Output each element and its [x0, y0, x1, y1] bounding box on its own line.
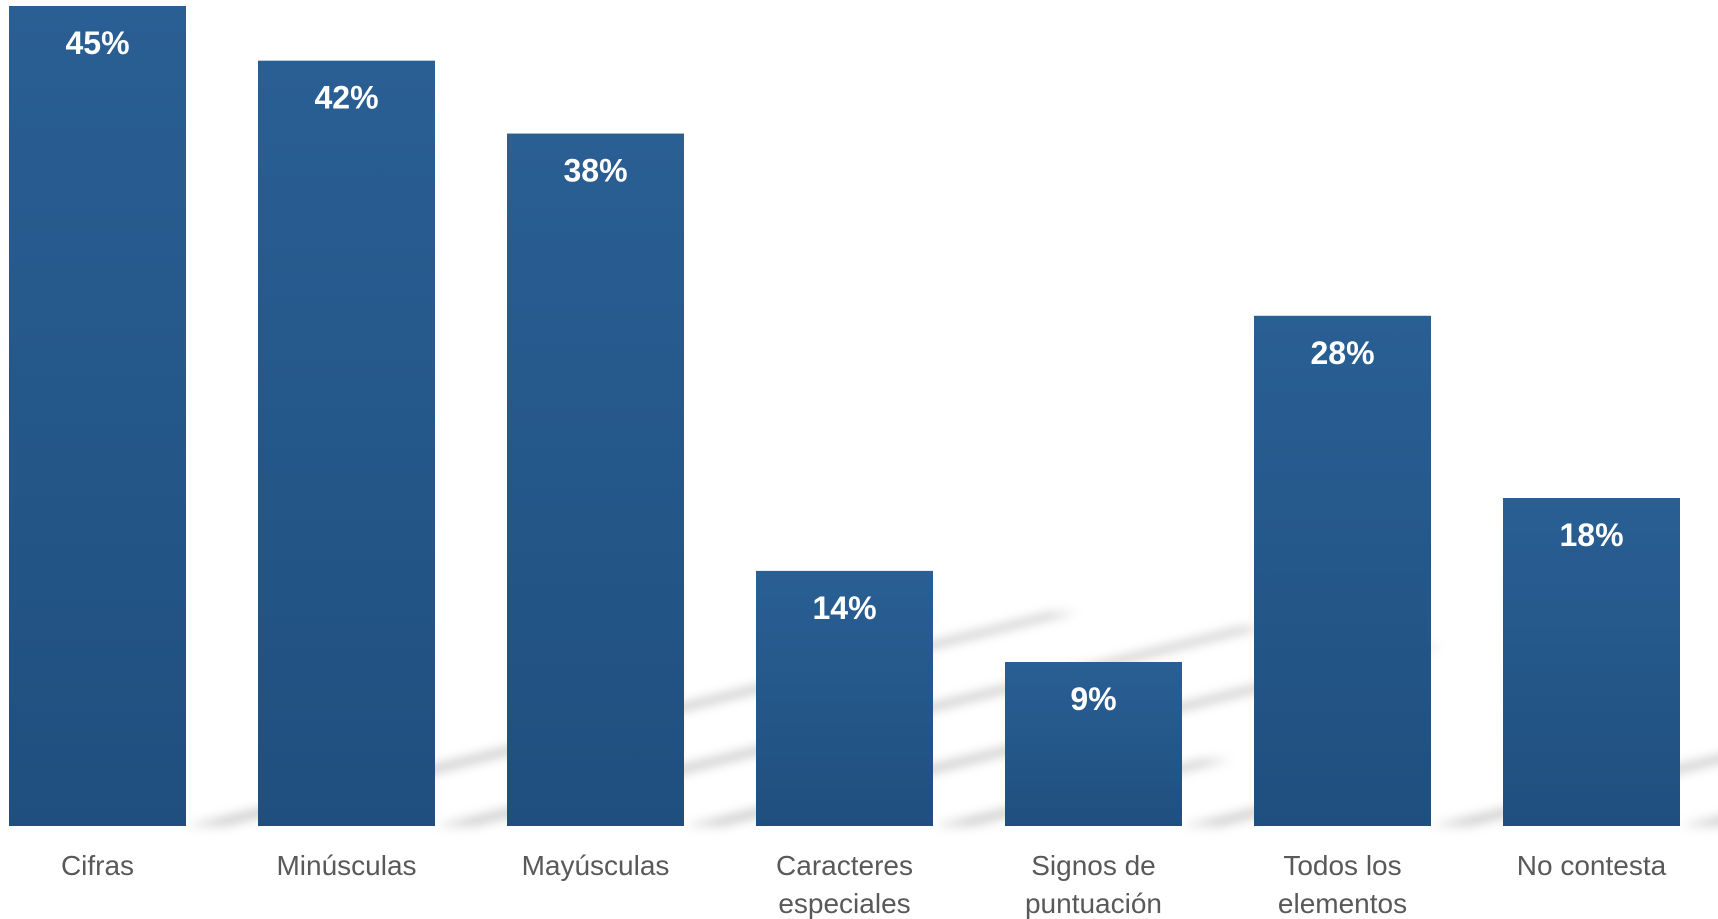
category-label: No contesta [1517, 850, 1667, 881]
category-label-line: puntuación [1025, 888, 1162, 919]
bar [258, 60, 435, 826]
category-label-line: No contesta [1517, 850, 1667, 881]
category-label-line: especiales [778, 888, 910, 919]
category-label: Mayúsculas [522, 850, 670, 881]
bar-shadow [1680, 816, 1718, 826]
bar [756, 570, 933, 826]
bar-value-label: 42% [314, 80, 378, 116]
category-label: Todos los elementos [1278, 850, 1407, 919]
bar [1503, 498, 1680, 826]
category-label-line: Todos los [1283, 850, 1401, 881]
value-labels-group: 45% 42% 38% 14% 9% 28% 18% [65, 25, 1623, 717]
category-label-line: Mayúsculas [522, 850, 670, 881]
bar [1005, 662, 1182, 826]
category-label-line: elementos [1278, 888, 1407, 919]
bar-value-label: 45% [65, 25, 129, 61]
category-label-line: Signos de [1031, 850, 1156, 881]
category-label: Caracteres especiales [776, 850, 913, 919]
category-label: Signos de puntuación [1025, 850, 1162, 919]
bar-value-label: 18% [1559, 517, 1623, 553]
category-label-line: Minúsculas [276, 850, 416, 881]
category-label-line: Cifras [61, 850, 134, 881]
bar-value-label: 9% [1070, 681, 1116, 717]
bar [507, 133, 684, 827]
bar [9, 6, 186, 826]
bar-value-label: 38% [563, 153, 627, 189]
bar-value-label: 28% [1310, 335, 1374, 371]
category-label-line: Caracteres [776, 850, 913, 881]
bars-group [9, 6, 1680, 827]
bar [1254, 315, 1431, 826]
bar-value-label: 14% [812, 590, 876, 626]
category-label: Cifras [61, 850, 134, 881]
category-label: Minúsculas [276, 850, 416, 881]
category-labels-group: Cifras Minúsculas Mayúsculas Caracteres espe… [61, 850, 1667, 919]
